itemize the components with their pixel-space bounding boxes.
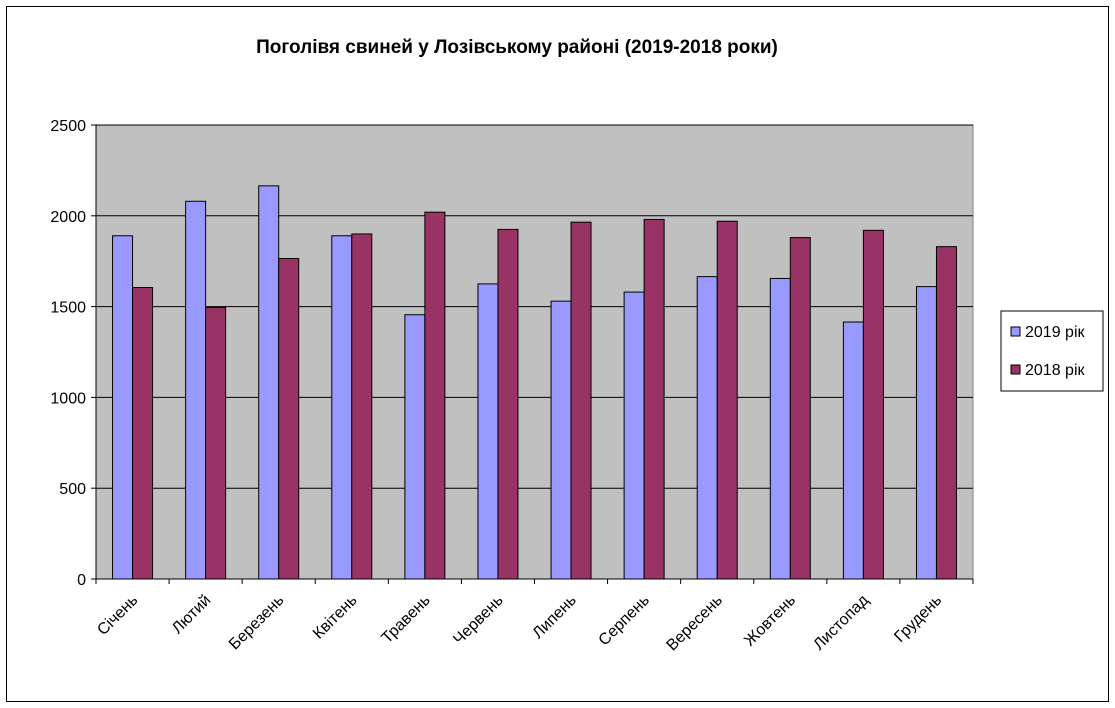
plot-background (95, 124, 974, 580)
x-category-label: Травень (379, 592, 434, 647)
x-category-label: Вересень (664, 592, 727, 655)
y-axis: 0 500 1000 1500 2000 2500 (50, 118, 97, 589)
bar-series-2 (789, 237, 811, 580)
x-category-label: Січень (94, 592, 141, 639)
x-category-label: Квітень (310, 592, 361, 643)
y-tick-label: 1000 (50, 390, 86, 407)
bar-series-2 (862, 229, 884, 580)
bar-series-2 (935, 246, 957, 580)
x-category-label: Серпень (596, 592, 653, 649)
y-tick-label: 500 (59, 481, 86, 498)
legend-swatch (1010, 364, 1021, 375)
x-category-label: Лютий (169, 592, 215, 638)
bar-series-1 (258, 185, 280, 580)
plot-area (95, 124, 974, 580)
legend-box (1000, 310, 1104, 392)
legend-label: 2019 рік (1025, 324, 1085, 341)
x-category-label: Липень (530, 592, 580, 642)
bar-series-1 (842, 321, 864, 580)
y-tick-label: 2500 (50, 118, 86, 135)
chart-frame: Поголівя свиней у Лозівському районі (20… (6, 6, 1109, 702)
bar-series-2 (351, 233, 373, 580)
bar-series-2 (278, 257, 300, 580)
chart-title: Поголівя свиней у Лозівському районі (20… (256, 37, 778, 58)
bar-series-2 (643, 218, 665, 580)
bar-series-1 (331, 235, 353, 580)
bar-series-1 (550, 300, 572, 580)
bar-series-1 (404, 314, 426, 580)
y-tick-label: 2000 (50, 209, 86, 226)
bar-series-1 (769, 277, 791, 580)
bar-series-1 (112, 235, 134, 580)
bar-series-1 (915, 286, 937, 580)
x-category-label: Жовтень (741, 592, 799, 650)
x-category-label: Березень (226, 592, 288, 654)
legend: 2019 рік 2018 рік (1000, 310, 1104, 392)
bar-series-1 (623, 291, 645, 580)
bar-series-2 (716, 220, 738, 580)
bar-series-2 (424, 211, 446, 580)
bar-series-1 (185, 200, 207, 580)
bar-series-1 (477, 283, 499, 580)
x-category-label: Червень (450, 592, 506, 648)
y-tick-label: 1500 (50, 300, 86, 317)
bar-series-1 (696, 276, 718, 580)
bar-series-2 (205, 307, 227, 580)
y-tick-label: 0 (77, 572, 86, 589)
bars (112, 185, 957, 580)
bar-series-2 (497, 228, 519, 580)
x-axis: Січень Лютий Березень Квітень Травень Червень… (94, 578, 974, 655)
x-category-label: Грудень (891, 592, 945, 646)
bar-series-2 (132, 287, 154, 580)
bar-chart: Поголівя свиней у Лозівському районі (20… (50, 37, 1104, 655)
legend-swatch (1010, 326, 1021, 337)
x-category-label: Листопад (810, 591, 872, 653)
bar-series-2 (570, 221, 592, 580)
legend-label: 2018 рік (1025, 362, 1085, 379)
